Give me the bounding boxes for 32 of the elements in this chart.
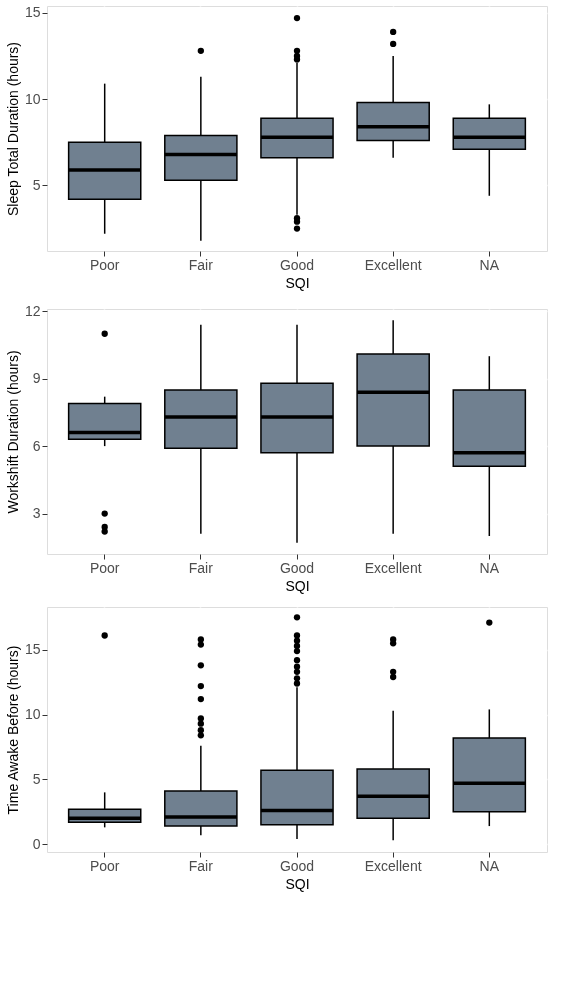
x-axis-title: SQI xyxy=(285,577,310,594)
y-axis-title: Sleep Total Duration (hours) xyxy=(4,41,21,217)
y-axis-title: Time Awake Before (hours) xyxy=(4,645,21,815)
x-tick-label: Good xyxy=(279,559,315,576)
x-tick-label: Fair xyxy=(188,559,214,576)
y-axis-title: Workshift Duration (hours) xyxy=(4,350,21,514)
x-tick-label: Fair xyxy=(188,256,214,273)
x-tick-label: NA xyxy=(479,857,500,874)
x-tick-label: Excellent xyxy=(364,256,422,273)
x-tick-label: NA xyxy=(479,256,500,273)
x-tick-label: Excellent xyxy=(364,559,422,576)
x-tick-label: Fair xyxy=(188,857,214,874)
y-tick-label: 5 xyxy=(32,770,41,787)
y-tick-label: 3 xyxy=(32,505,41,522)
y-tick-label: 15 xyxy=(24,4,41,21)
x-tick-label: Good xyxy=(279,256,315,273)
y-tick-label: 6 xyxy=(32,437,41,454)
x-axis-title: SQI xyxy=(285,274,310,291)
y-tick-label: 9 xyxy=(32,370,41,387)
x-tick-label: Poor xyxy=(89,857,120,874)
y-tick-label: 12 xyxy=(24,302,41,319)
x-tick-label: Excellent xyxy=(364,857,422,874)
x-tick-label: NA xyxy=(479,559,500,576)
y-tick-label: 10 xyxy=(24,90,41,107)
y-tick-label: 5 xyxy=(32,176,41,193)
x-tick-label: Good xyxy=(279,857,315,874)
x-tick-label: Poor xyxy=(89,559,120,576)
x-tick-label: Poor xyxy=(89,256,120,273)
y-tick-label: 0 xyxy=(32,835,41,852)
y-tick-label: 15 xyxy=(24,641,41,658)
y-tick-label: 10 xyxy=(24,706,41,723)
x-axis-title: SQI xyxy=(285,875,310,892)
